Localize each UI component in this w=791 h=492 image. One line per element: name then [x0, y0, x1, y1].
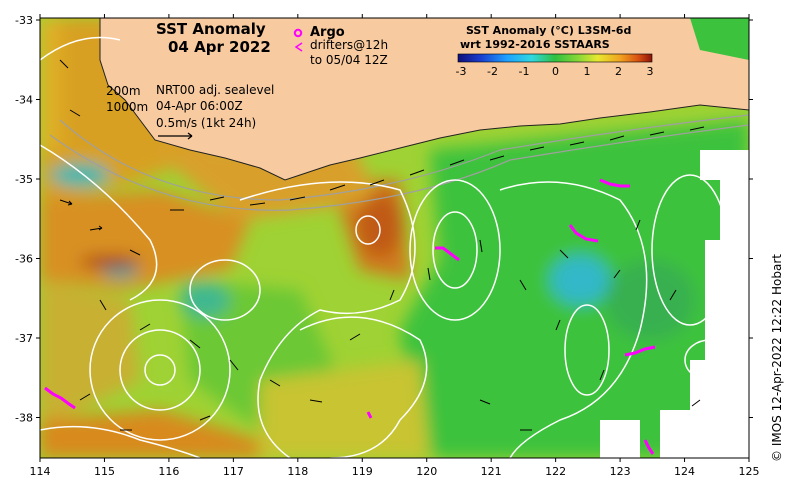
drifters-legend-date: to 05/04 12Z	[310, 53, 388, 67]
lat-tick-label: -38	[15, 412, 33, 425]
plot-frame	[39, 17, 750, 459]
lon-tick-label: 121	[481, 465, 502, 478]
lon-tick-label: 118	[287, 465, 308, 478]
argo-legend-label: Argo	[310, 25, 345, 40]
lon-tick-label: 115	[94, 465, 115, 478]
isobath-200-label: 200m	[106, 84, 141, 98]
lon-tick-label: 124	[674, 465, 695, 478]
credit-label: © IMOS 12-Apr-2022 12:22 Hobart	[770, 254, 784, 462]
colorbar-title: SST Anomaly (°C) L3SM-6d	[466, 24, 632, 37]
colorbar-subtitle: wrt 1992-2016 SSTAARS	[460, 38, 610, 51]
lat-tick-label: -36	[15, 253, 33, 266]
lat-tick-label: -37	[15, 332, 33, 345]
lat-tick-label: -35	[15, 173, 33, 186]
lon-tick-label: 122	[545, 465, 566, 478]
lon-tick-label: 116	[158, 465, 179, 478]
isobath-1000-label: 1000m	[106, 100, 149, 114]
latitude-ticks: -33-34-35-36-37-38	[15, 14, 753, 425]
map-title: SST Anomaly	[156, 20, 266, 38]
drifter-tracks	[44, 178, 656, 455]
colorbar-ticks: -3 -2 -1 0 1 2 3	[456, 65, 654, 78]
sealevel-label: NRT00 adj. sealevel	[156, 83, 275, 97]
colorbar-tick-label: 2	[615, 65, 622, 78]
longitude-ticks: 114 115 116 117 118 119 120 121 122 123 124 125	[30, 14, 760, 478]
lat-tick-label: -33	[15, 14, 33, 27]
colorbar-tick-label: -1	[519, 65, 530, 78]
lon-tick-label: 114	[30, 465, 51, 478]
colorbar-tick-label: 3	[647, 65, 654, 78]
colorbar-tick-label: -2	[487, 65, 498, 78]
sst-field	[40, 18, 749, 458]
drifter-symbol-icon	[294, 42, 303, 52]
lon-tick-label: 125	[739, 465, 760, 478]
scale-arrow-icon	[158, 132, 193, 140]
colorbar	[457, 53, 653, 63]
lat-tick-label: -34	[15, 94, 33, 107]
colorbar-tick-label: 1	[584, 65, 591, 78]
lon-tick-label: 117	[223, 465, 244, 478]
drifters-legend-label: drifters@12h	[310, 38, 389, 52]
lon-tick-label: 119	[352, 465, 373, 478]
colorbar-tick-label: -3	[456, 65, 467, 78]
sealevel-contours	[40, 36, 736, 458]
velocity-arrows	[59, 59, 705, 431]
lon-tick-label: 123	[610, 465, 631, 478]
colorbar-tick-label: 0	[552, 65, 559, 78]
argo-symbol-icon	[293, 28, 303, 38]
lon-tick-label: 120	[416, 465, 437, 478]
map-date: 04 Apr 2022	[168, 38, 271, 56]
velocity-scale-label: 0.5m/s (1kt 24h)	[156, 116, 257, 130]
sealevel-date: 04-Apr 06:00Z	[156, 99, 243, 113]
